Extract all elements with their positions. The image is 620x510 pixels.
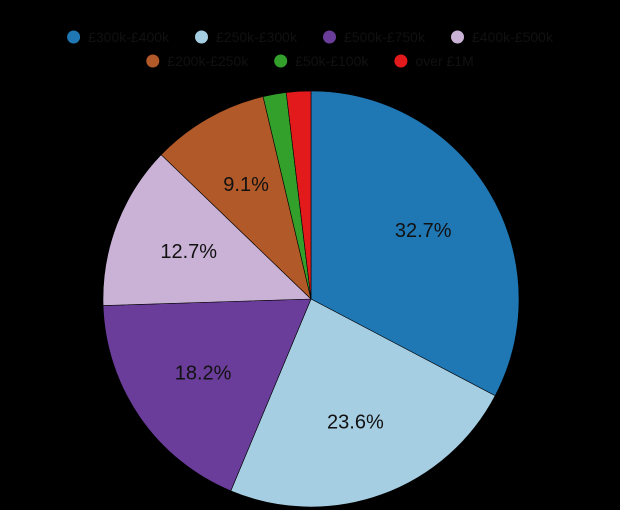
legend-marker-250k-300k [195,30,208,44]
pie-slice-250k-300k [230,298,496,508]
legend: £300k-£400k £250k-£300k £500k-£750k £400k-£… [67,29,554,69]
pie-slice-400k-500k [102,154,312,306]
pie-slice-500k-750k [102,298,312,492]
legend-item-200k-250k: £200k-£250k [146,53,249,69]
legend-item-250k-300k: £250k-£300k [195,29,298,45]
legend-marker-400k-500k [451,30,464,44]
legend-label-300k-400k: £300k-£400k [88,29,170,45]
legend-label-400k-500k: £400k-£500k [472,29,554,45]
legend-item-300k-400k: £300k-£400k [67,29,170,45]
legend-marker-300k-400k [67,30,81,44]
pie-slices [102,90,520,508]
legend-row: £200k-£250k £50k-£100k over £1M [146,53,474,69]
legend-label-250k-300k: £250k-£300k [216,29,298,45]
legend-label-over-1m: over £1M [415,53,473,69]
legend-label-200k-250k: £200k-£250k [167,53,249,69]
slice-label-400k-500k: 12.7% [160,241,217,263]
legend-label-500k-750k: £500k-£750k [344,29,426,45]
legend-item-over-1m: over £1M [394,53,474,69]
slice-label-300k-400k: 32.7% [395,220,452,242]
legend-marker-200k-250k [146,54,160,68]
slice-labels: 32.7% 23.6% 18.2% 12.7% 9.1% [160,174,451,433]
legend-item-400k-500k: £400k-£500k [451,29,554,45]
legend-item-500k-750k: £500k-£750k [323,29,426,45]
legend-marker-50k-100k [274,54,288,68]
pie-slice-over-1m [285,90,312,300]
slice-label-200k-250k: 9.1% [223,174,269,196]
pie-slice-300k-400k [310,90,520,397]
legend-item-50k-100k: £50k-£100k [274,53,369,69]
pie-slice-200k-250k [160,96,312,300]
legend-row: £300k-£400k £250k-£300k £500k-£750k £400k-£… [67,29,554,45]
legend-label-50k-100k: £50k-£100k [295,53,369,69]
legend-marker-500k-750k [323,30,336,44]
legend-marker-over-1m [394,54,408,68]
slice-label-500k-750k: 18.2% [175,362,232,384]
slice-label-250k-300k: 23.6% [327,411,384,433]
